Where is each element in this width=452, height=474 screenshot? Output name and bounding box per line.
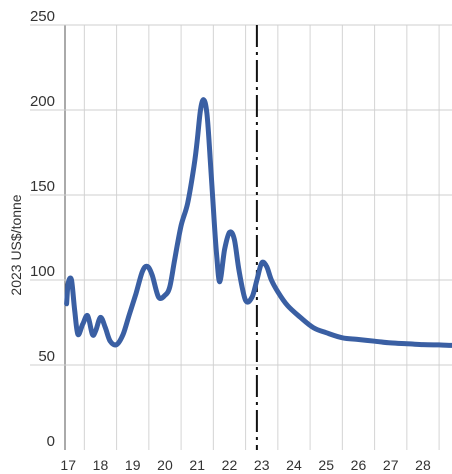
x-tick-label: 25	[318, 457, 334, 473]
x-tick-label: 27	[383, 457, 399, 473]
x-tick-labels: 17 18 19 20 21 22 23 24 25 26 27 28	[60, 457, 431, 473]
x-tick-label: 24	[286, 457, 302, 473]
x-tick-label: 28	[415, 457, 431, 473]
y-tick-label: 250	[30, 8, 55, 25]
x-tick-label: 18	[93, 457, 109, 473]
y-axis-label: 2023 US$/tonne	[8, 194, 24, 295]
x-tick-label: 23	[254, 457, 270, 473]
y-tick-label: 100	[30, 263, 55, 280]
vertical-grid	[64, 25, 440, 450]
horizontal-grid	[30, 24, 452, 366]
x-tick-label: 22	[222, 457, 238, 473]
y-tick-label: 200	[30, 93, 55, 110]
y-tick-label: 0	[47, 433, 55, 450]
y-tick-labels: 0 50 100 150 200 250	[30, 8, 55, 450]
x-tick-label: 17	[60, 457, 76, 473]
x-tick-label: 20	[157, 457, 173, 473]
x-tick-label: 26	[351, 457, 367, 473]
y-tick-label: 150	[30, 178, 55, 195]
y-tick-label: 50	[38, 348, 55, 365]
x-tick-label: 21	[189, 457, 205, 473]
x-tick-label: 19	[125, 457, 141, 473]
price-series-line	[64, 97, 452, 348]
